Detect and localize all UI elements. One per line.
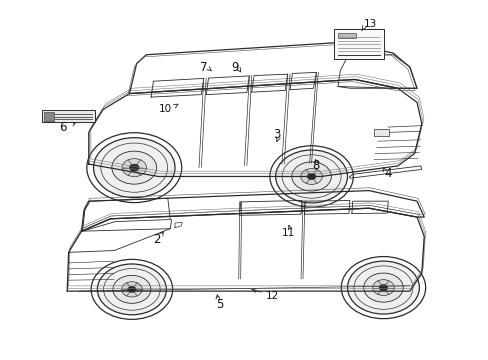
Circle shape: [122, 282, 142, 297]
FancyBboxPatch shape: [42, 110, 94, 122]
Circle shape: [347, 261, 419, 314]
Text: 5: 5: [215, 298, 223, 311]
Text: 13: 13: [363, 19, 376, 29]
Text: 9: 9: [231, 60, 238, 73]
Circle shape: [291, 162, 331, 191]
Circle shape: [300, 168, 322, 184]
FancyBboxPatch shape: [333, 29, 383, 59]
Text: 6: 6: [59, 121, 66, 134]
Circle shape: [97, 264, 166, 315]
Circle shape: [113, 275, 151, 303]
FancyBboxPatch shape: [374, 129, 388, 136]
Text: 10: 10: [159, 104, 172, 114]
FancyBboxPatch shape: [337, 32, 355, 38]
Text: 11: 11: [282, 228, 295, 238]
Circle shape: [112, 151, 156, 184]
Text: 3: 3: [273, 129, 280, 141]
Circle shape: [129, 164, 139, 171]
Circle shape: [306, 173, 315, 180]
Text: 2: 2: [153, 234, 161, 247]
Text: 8: 8: [312, 159, 320, 172]
Polygon shape: [129, 42, 416, 94]
Circle shape: [363, 273, 403, 302]
Circle shape: [88, 134, 181, 202]
Circle shape: [341, 257, 424, 318]
Polygon shape: [89, 80, 421, 176]
Circle shape: [93, 138, 175, 198]
Circle shape: [270, 147, 351, 207]
Text: 7: 7: [200, 60, 207, 73]
FancyBboxPatch shape: [44, 112, 54, 121]
Circle shape: [91, 260, 172, 319]
Polygon shape: [67, 208, 424, 291]
Circle shape: [372, 280, 393, 296]
Polygon shape: [81, 190, 424, 231]
Circle shape: [378, 284, 387, 291]
Circle shape: [127, 286, 136, 292]
Circle shape: [275, 150, 347, 203]
Circle shape: [122, 159, 146, 177]
Text: 4: 4: [384, 167, 391, 180]
Text: 12: 12: [265, 292, 278, 301]
